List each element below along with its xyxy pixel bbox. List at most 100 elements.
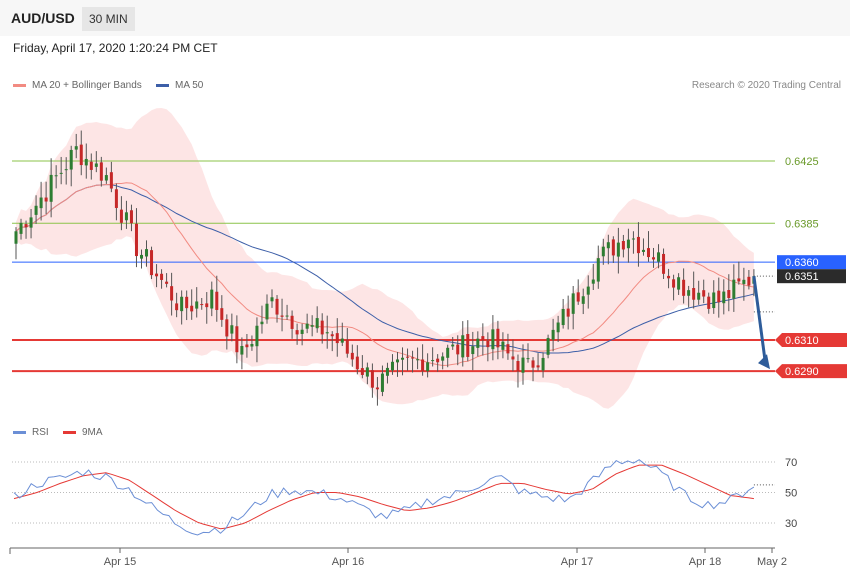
candle-body (496, 328, 500, 348)
candle-body (571, 293, 575, 314)
candle-body (677, 277, 681, 290)
candle-body (285, 315, 289, 317)
candle-body (185, 296, 189, 309)
candle-body (54, 175, 58, 177)
rsi-9ma-line (13, 464, 754, 530)
candle-body (466, 333, 470, 357)
candle-body (707, 296, 711, 309)
candle-body (335, 333, 339, 344)
candle-body (652, 257, 656, 260)
candle-body (84, 158, 88, 166)
candle-body (596, 258, 600, 282)
candle-body (195, 301, 199, 309)
candle-body (235, 326, 239, 353)
candle-body (330, 334, 334, 337)
candle-body (732, 279, 736, 299)
candle-body (160, 273, 164, 280)
candle-body (451, 344, 455, 347)
candle-body (737, 278, 741, 282)
candle-body (662, 253, 666, 274)
candle-body (325, 332, 329, 334)
candle-body (370, 370, 374, 388)
candle-body (441, 356, 445, 361)
time-axis-label: Apr 15 (104, 556, 136, 568)
candle-body (481, 336, 485, 341)
9ma-swatch (63, 431, 76, 434)
candle-body (491, 329, 495, 350)
candle-body (636, 236, 640, 254)
candle-body (390, 361, 394, 371)
candle-body (150, 250, 154, 276)
candle-body (742, 279, 746, 284)
candle-body (355, 356, 359, 370)
candle-body (536, 365, 540, 368)
candle-body (727, 290, 731, 299)
candle-body (702, 290, 706, 297)
candle-body (606, 242, 610, 249)
candle-body (89, 161, 93, 170)
candle-body (521, 357, 525, 373)
time-axis-label: May 2 (757, 556, 787, 568)
candle-body (19, 222, 23, 234)
candle-body (511, 356, 515, 360)
candle-body (295, 330, 299, 335)
candle-body (380, 373, 384, 392)
rsi-line (13, 459, 755, 536)
candle-body (230, 325, 234, 334)
candle-body (300, 329, 304, 334)
candle-body (255, 325, 259, 347)
support-label-2: 0.6290 (785, 366, 819, 378)
candle-body (119, 209, 123, 223)
candle-body (215, 291, 219, 310)
candle-body (717, 290, 721, 303)
candle-body (406, 356, 410, 358)
candle-body (280, 315, 284, 317)
candle-body (501, 341, 505, 350)
candle-body (205, 303, 209, 308)
candle-body (109, 172, 113, 189)
candle-body (697, 292, 701, 300)
candle-body (631, 238, 635, 240)
candle-body (340, 338, 344, 343)
candle-body (516, 361, 520, 372)
chart-datetime: Friday, April 17, 2020 1:20:24 PM CET (13, 41, 218, 55)
candle-body (99, 162, 103, 181)
ma20-swatch (13, 84, 26, 87)
rsi-legend-label: RSI (32, 427, 49, 438)
candle-body (556, 322, 560, 333)
chart-toolbar: AUD/USD 30 MIN (0, 0, 850, 36)
candle-body (34, 205, 38, 215)
candle-body (145, 249, 149, 257)
candle-body (616, 242, 620, 257)
candle-body (601, 246, 605, 257)
candle-body (646, 248, 650, 258)
candle-body (79, 144, 83, 166)
candle-body (375, 387, 379, 390)
bollinger-band-area (16, 108, 754, 409)
candle-body (170, 286, 174, 301)
support-tag-2 (775, 364, 847, 379)
candle-body (385, 367, 389, 376)
candle-body (320, 320, 324, 335)
candle-body (265, 303, 269, 320)
ma20-legend-label: MA 20 + Bollinger Bands (32, 80, 142, 91)
candle-body (94, 163, 98, 167)
candle-body (395, 359, 400, 363)
legend-9ma: 9MA (63, 427, 103, 438)
support-label-1: 0.6310 (785, 335, 819, 347)
candle-body (74, 146, 78, 150)
candle-body (124, 212, 128, 221)
candle-body (672, 279, 676, 288)
time-axis-label: Apr 18 (689, 556, 721, 568)
timeframe-button[interactable]: 30 MIN (82, 7, 135, 31)
candle-body (245, 344, 249, 348)
candle-body (506, 344, 510, 354)
candle-body (641, 249, 645, 252)
candle-body (456, 344, 460, 355)
time-axis-label: Apr 16 (332, 556, 364, 568)
candle-body (436, 358, 440, 363)
candle-body (220, 308, 224, 320)
time-axis-label: Apr 17 (561, 556, 593, 568)
